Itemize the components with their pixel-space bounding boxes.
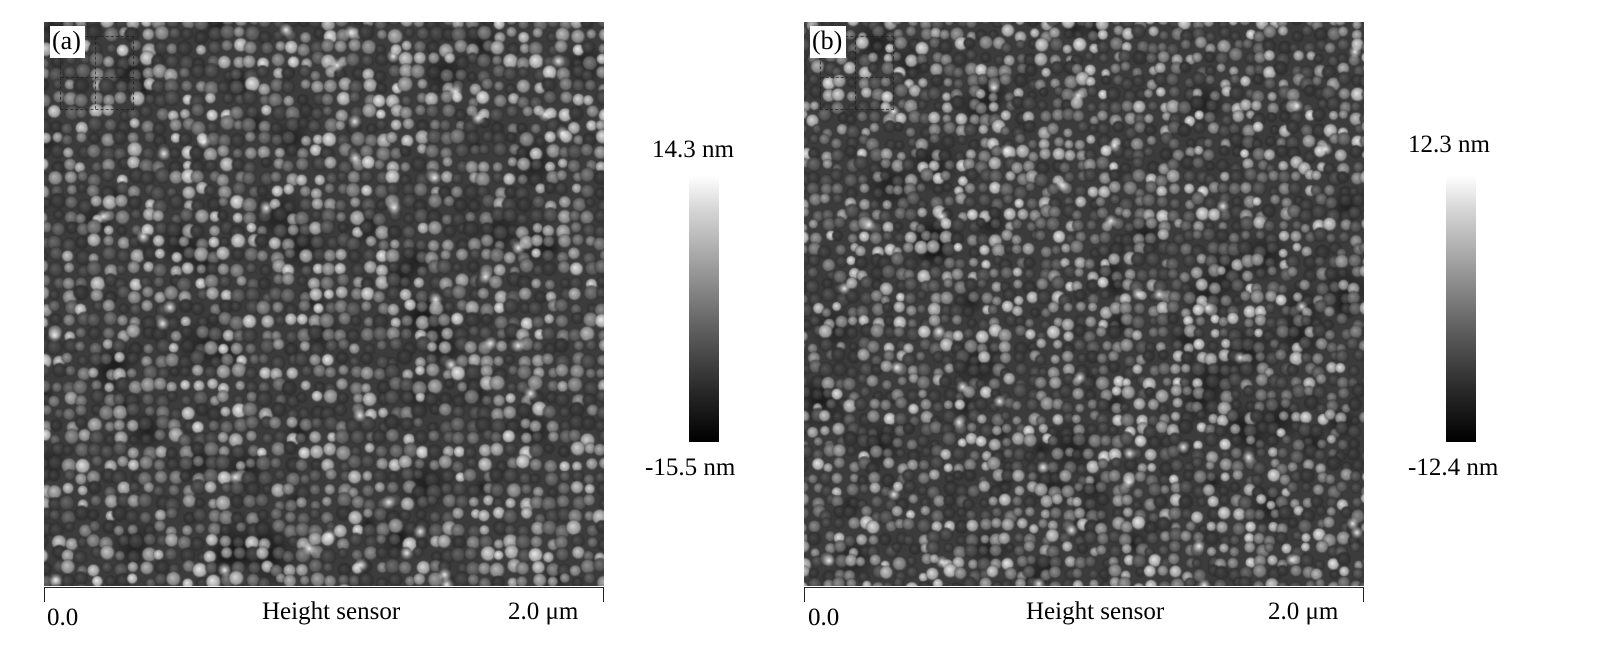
panel-label-a: (a) [50,26,85,58]
colorbar-max-label-a: 14.3 nm [652,136,734,163]
scale-start-label-b: 0.0 [808,604,840,631]
channel-label-a: Height sensor [262,598,401,625]
panel-b: (b) 0.0 Height sensor 2.0 μm 12.3 nm -12… [800,0,1600,668]
scale-end-label-a: 2.0 μm [508,598,579,625]
inset-dashed-box-b [820,36,894,110]
panel-a: (a) 0.0 Height sensor 2.0 μm 14.3 nm -15… [44,22,736,631]
scale-end-label-b: 2.0 μm [1268,598,1339,625]
colorbar-b [1446,176,1476,442]
afm-grain-texture-a [44,22,604,586]
afm-height-image-a: (a) [44,22,604,586]
scale-start-label-a: 0.0 [47,604,79,631]
scale-bar-b [804,587,1364,602]
colorbar-min-label-b: -12.4 nm [1408,454,1499,481]
afm-grain-texture-b [804,22,1364,586]
panel-label-b: (b) [810,26,847,58]
scale-bar-a [44,587,604,602]
colorbar-a [689,176,719,442]
afm-height-image-b: (b) [804,22,1364,586]
inset-dashed-box-a [60,36,134,110]
colorbar-max-label-b: 12.3 nm [1408,131,1490,158]
channel-label-b: Height sensor [1026,598,1165,625]
colorbar-min-label-a: -15.5 nm [645,454,736,481]
